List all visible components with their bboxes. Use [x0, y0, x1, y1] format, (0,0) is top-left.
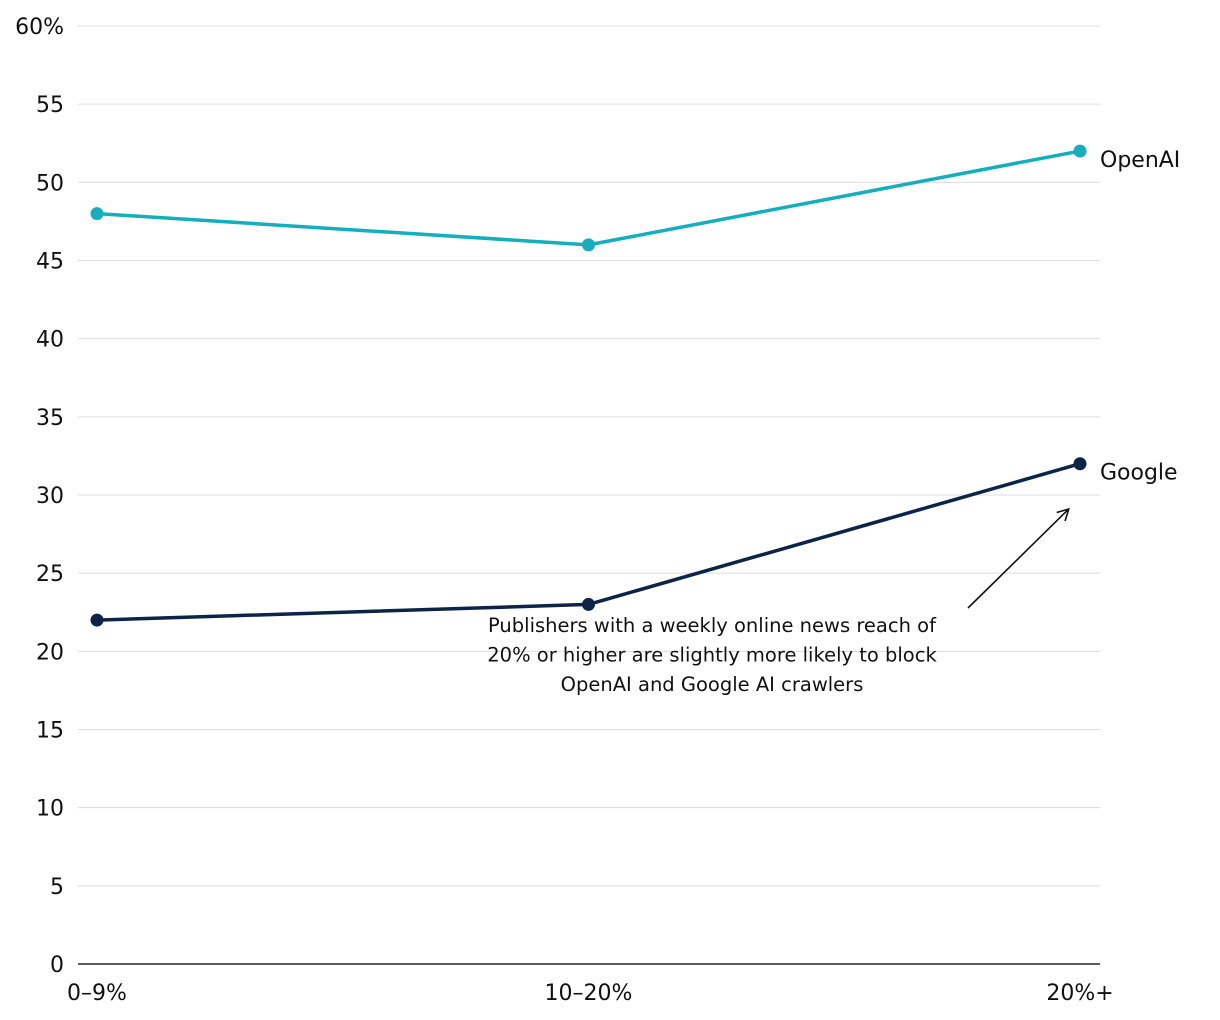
series-label-google: Google [1100, 461, 1178, 486]
x-tick-label: 10–20% [545, 981, 633, 1006]
data-point-openai [582, 238, 595, 252]
y-tick-label: 0 [50, 953, 64, 978]
y-tick-label: 20 [36, 640, 64, 665]
series-line-google [95, 461, 1082, 622]
y-tick-label: 40 [36, 328, 64, 353]
y-tick-label: 45 [36, 250, 64, 275]
data-point-google [582, 597, 595, 611]
series-label-openai: OpenAI [1100, 148, 1180, 173]
gridlines [78, 25, 1100, 887]
annotation-text-line: 20% or higher are slightly more likely t… [487, 644, 937, 667]
data-point-google [1073, 457, 1087, 471]
x-tick-label: 20%+ [1046, 981, 1113, 1006]
y-tick-label: 55 [36, 93, 64, 118]
y-tick-label: 60% [15, 15, 64, 40]
y-tick-label: 35 [36, 406, 64, 431]
y-tick-label: 5 [50, 875, 64, 900]
data-point-google [90, 613, 104, 627]
series-lines: OpenAI Google [90, 144, 1180, 627]
annotation-text-line: Publishers with a weekly online news rea… [488, 614, 937, 637]
annotation-arrow [967, 507, 1070, 609]
data-point-openai [90, 207, 104, 221]
y-tick-label: 10 [36, 797, 64, 822]
axes: 0 5 10 15 20 25 30 35 40 45 50 55 60% 0–9% 10–20% 20%+ [15, 15, 1114, 1006]
y-tick-label: 25 [36, 562, 64, 587]
y-tick-label: 30 [36, 484, 64, 509]
annotation-text-line: OpenAI and Google AI crawlers [561, 673, 864, 696]
series-line-openai [95, 149, 1082, 247]
y-tick-label: 50 [36, 171, 64, 196]
y-tick-label: 15 [36, 719, 64, 744]
annotation: Publishers with a weekly online news rea… [487, 507, 1070, 696]
x-tick-label: 0–9% [67, 981, 127, 1006]
data-point-openai [1073, 144, 1087, 158]
